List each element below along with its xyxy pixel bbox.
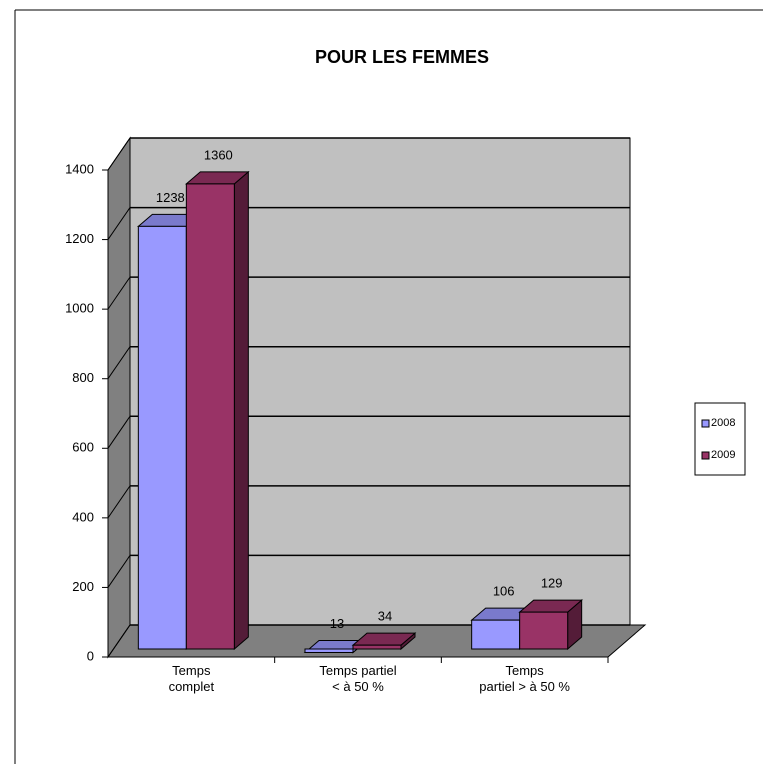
side-wall bbox=[107, 136, 131, 659]
data-label: 34 bbox=[378, 609, 392, 624]
data-label: 1238 bbox=[156, 190, 185, 205]
legend-swatch bbox=[701, 451, 710, 460]
bar bbox=[304, 648, 354, 653]
grid-line bbox=[107, 207, 131, 240]
legend-swatch bbox=[701, 419, 710, 428]
grid-line bbox=[107, 137, 131, 171]
bar bbox=[471, 619, 521, 650]
data-label: 106 bbox=[493, 584, 515, 599]
x-tick-label: Temps partiel < à 50 % bbox=[319, 663, 397, 694]
grid-line bbox=[107, 416, 131, 449]
bar-side bbox=[233, 170, 249, 651]
grid-line bbox=[107, 485, 131, 519]
grid-line bbox=[107, 555, 131, 588]
y-tick-label: 1000 bbox=[65, 301, 94, 316]
y-tick-label: 1400 bbox=[65, 161, 94, 176]
y-tick-label: 600 bbox=[72, 440, 94, 455]
y-tick-label: 0 bbox=[87, 648, 94, 663]
data-label: 129 bbox=[541, 576, 563, 591]
bar bbox=[137, 225, 187, 650]
grid-line bbox=[107, 624, 131, 658]
legend-label: 2009 bbox=[711, 449, 735, 461]
y-tick-label: 1200 bbox=[65, 231, 94, 246]
legend-label: 2008 bbox=[711, 417, 735, 429]
legend-box bbox=[694, 402, 746, 476]
bar bbox=[185, 183, 235, 650]
chart-title: POUR LES FEMMES bbox=[315, 47, 489, 67]
bar bbox=[352, 644, 402, 650]
x-tick-label: Temps complet bbox=[168, 663, 215, 694]
grid-line bbox=[107, 346, 131, 379]
x-tick-label: Temps partiel > à 50 % bbox=[479, 663, 570, 694]
grid-line bbox=[107, 276, 131, 310]
y-tick-label: 800 bbox=[72, 370, 94, 385]
bar bbox=[519, 611, 569, 650]
y-tick-label: 200 bbox=[72, 579, 94, 594]
y-tick-label: 400 bbox=[72, 509, 94, 524]
data-label: 13 bbox=[330, 616, 344, 631]
data-label: 1360 bbox=[204, 147, 233, 162]
